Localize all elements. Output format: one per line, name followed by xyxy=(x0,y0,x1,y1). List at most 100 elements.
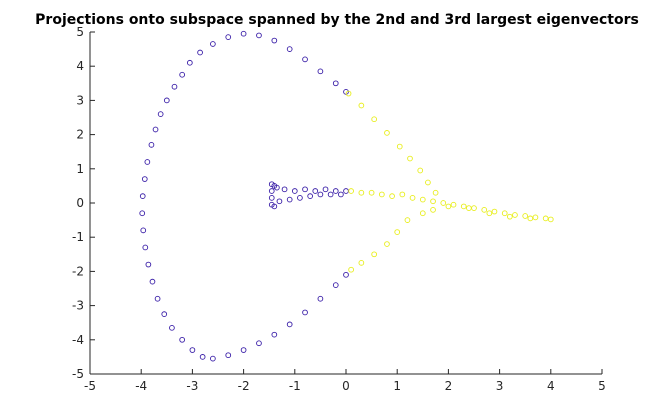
x-tick-label: 0 xyxy=(342,379,350,393)
chart-title: Projections onto subspace spanned by the… xyxy=(35,12,639,28)
y-tick-label: -4 xyxy=(72,333,84,347)
data-point xyxy=(197,49,203,56)
data-point xyxy=(312,188,319,194)
data-point xyxy=(407,155,413,162)
data-point xyxy=(140,227,147,234)
data-point xyxy=(144,159,151,165)
data-point xyxy=(343,271,349,278)
axes: -5 -4 -3 -2 -1 0 1 2 3 4 5 -5 -4 -3 -2 -1 0 1 2 3 4 5 xyxy=(72,25,606,393)
data-point xyxy=(139,210,146,217)
data-point xyxy=(286,196,293,203)
data-point xyxy=(317,191,324,198)
x-tick-label: 4 xyxy=(547,379,555,393)
y-tick-label: 3 xyxy=(76,93,84,107)
data-point xyxy=(169,324,175,331)
data-point xyxy=(343,188,349,194)
data-point xyxy=(271,331,278,338)
y-tick-label: -1 xyxy=(72,230,84,244)
data-point xyxy=(327,191,334,198)
data-point xyxy=(161,311,168,318)
data-point xyxy=(425,179,431,186)
data-point xyxy=(445,203,452,210)
data-point xyxy=(286,321,293,328)
data-point xyxy=(302,309,308,316)
y-tick-label: 4 xyxy=(76,59,84,73)
data-point xyxy=(148,142,155,148)
data-point xyxy=(157,111,164,117)
data-point xyxy=(171,83,178,90)
data-point xyxy=(348,188,354,194)
data-point xyxy=(345,90,352,97)
data-point xyxy=(368,189,375,196)
data-point xyxy=(512,212,518,218)
data-point xyxy=(225,352,232,359)
y-tick-label: -5 xyxy=(72,367,84,381)
x-tick-label: 2 xyxy=(445,379,453,393)
data-point xyxy=(179,71,186,78)
data-point xyxy=(240,347,247,353)
data-point xyxy=(286,46,293,52)
x-tick-label: -3 xyxy=(186,379,198,393)
data-point xyxy=(527,215,534,222)
data-point xyxy=(163,97,170,104)
data-point xyxy=(486,210,493,217)
x-tick-label: -2 xyxy=(238,379,250,393)
data-point xyxy=(240,30,247,37)
data-point xyxy=(450,201,457,208)
data-point xyxy=(522,213,529,219)
data-point xyxy=(332,80,339,87)
data-point xyxy=(338,191,344,198)
data-point xyxy=(199,354,206,360)
data-point xyxy=(139,193,146,200)
data-point xyxy=(419,210,426,217)
data-point xyxy=(419,196,426,203)
data-point xyxy=(149,278,156,285)
series-0 xyxy=(139,30,349,362)
data-point xyxy=(371,116,378,123)
data-point xyxy=(225,34,232,40)
data-point xyxy=(399,191,406,198)
data-point xyxy=(471,205,477,211)
data-point xyxy=(396,143,403,150)
data-point xyxy=(378,191,385,198)
data-point xyxy=(210,355,216,362)
x-tick-label: 5 xyxy=(598,379,606,393)
data-point xyxy=(141,176,148,182)
data-point xyxy=(440,200,447,206)
data-point xyxy=(145,261,152,268)
data-point xyxy=(154,295,161,302)
data-point xyxy=(430,198,436,205)
data-point xyxy=(466,205,472,211)
data-point xyxy=(256,32,262,39)
data-point xyxy=(179,336,186,343)
y-tick-label: -2 xyxy=(72,264,84,278)
data-point xyxy=(317,295,324,302)
data-point xyxy=(268,195,275,201)
data-point xyxy=(307,193,314,200)
data-point xyxy=(189,347,196,353)
data-point xyxy=(384,130,390,136)
data-point xyxy=(276,198,283,205)
data-point xyxy=(417,167,424,174)
x-tick-label: 3 xyxy=(496,379,504,393)
data-point xyxy=(384,241,390,247)
data-point xyxy=(358,189,365,196)
data-point xyxy=(371,251,378,258)
data-point xyxy=(152,126,159,133)
data-point xyxy=(268,188,275,194)
x-tick-label: -4 xyxy=(135,379,147,393)
data-point xyxy=(210,41,216,47)
x-tick-label: -5 xyxy=(84,379,96,393)
y-tick-label: 0 xyxy=(76,196,84,210)
y-tick-label: -3 xyxy=(72,299,84,313)
data-point xyxy=(274,184,280,191)
data-point xyxy=(394,229,401,235)
data-point xyxy=(547,216,554,223)
y-tick-label: 2 xyxy=(76,128,84,142)
data-point xyxy=(409,195,416,201)
data-point xyxy=(432,189,439,196)
data-point xyxy=(491,208,498,215)
data-point xyxy=(291,188,298,194)
data-point xyxy=(404,217,411,223)
